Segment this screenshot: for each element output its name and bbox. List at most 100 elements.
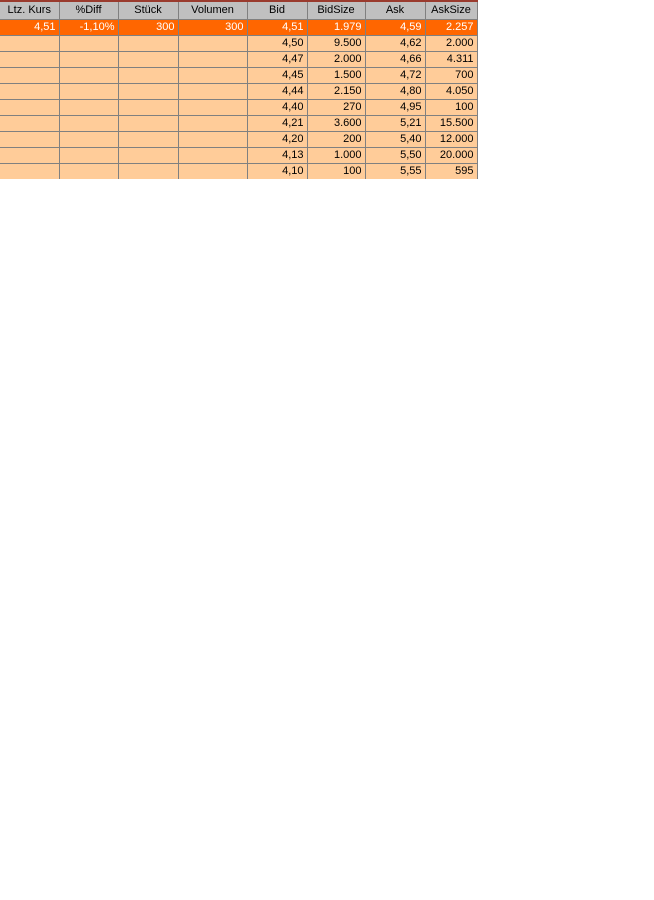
- cell-volumen: [177, 146, 248, 164]
- cell-pct-diff: [58, 98, 119, 116]
- cell-volumen: [177, 98, 248, 116]
- column-header-ltz-kurs: Ltz. Kurs: [0, 1, 60, 20]
- cell-stueck: [117, 66, 179, 84]
- cell-pct-diff: [58, 34, 119, 52]
- cell-bid: 4,47: [246, 50, 308, 68]
- column-header-volumen: Volumen: [177, 1, 248, 20]
- cell-pct-diff: [58, 130, 119, 148]
- cell-stueck: [117, 130, 179, 148]
- column-header-stueck: Stück: [117, 1, 179, 20]
- cell-pct-diff: [58, 82, 119, 100]
- cell-asksize: 20.000: [424, 146, 478, 164]
- cell-bid: 4,13: [246, 146, 308, 164]
- cell-asksize: 100: [424, 98, 478, 116]
- cell-ltz-kurs: [0, 162, 60, 179]
- cell-ltz-kurs: [0, 50, 60, 68]
- cell-ask: 5,40: [364, 130, 426, 148]
- cell-volumen: [177, 130, 248, 148]
- order-book-body: 4,51 -1,10% 300 300 4,51 1.979 4,59 2.257 4,50 9.…: [0, 18, 478, 179]
- cell-stueck: [117, 162, 179, 179]
- cell-asksize: 15.500: [424, 114, 478, 132]
- cell-bid: 4,51: [246, 18, 308, 36]
- cell-ask: 4,72: [364, 66, 426, 84]
- cell-asksize: 12.000: [424, 130, 478, 148]
- depth-row[interactable]: 4,47 2.000 4,66 4.311: [0, 50, 478, 68]
- cell-bidsize: 1.000: [306, 146, 366, 164]
- cell-stueck: [117, 98, 179, 116]
- cell-asksize: 2.000: [424, 34, 478, 52]
- cell-bidsize: 2.150: [306, 82, 366, 100]
- cell-volumen: [177, 50, 248, 68]
- cell-ask: 4,66: [364, 50, 426, 68]
- cell-stueck: [117, 114, 179, 132]
- cell-pct-diff: [58, 50, 119, 68]
- depth-row[interactable]: 4,10 100 5,55 595: [0, 162, 478, 179]
- last-trade-row[interactable]: 4,51 -1,10% 300 300 4,51 1.979 4,59 2.257: [0, 18, 478, 36]
- depth-row[interactable]: 4,13 1.000 5,50 20.000: [0, 146, 478, 164]
- depth-row[interactable]: 4,50 9.500 4,62 2.000: [0, 34, 478, 52]
- cell-bid: 4,21: [246, 114, 308, 132]
- column-header-ask: Ask: [364, 1, 426, 20]
- cell-stueck: [117, 34, 179, 52]
- cell-bidsize: 9.500: [306, 34, 366, 52]
- cell-stueck: [117, 50, 179, 68]
- cell-ltz-kurs: [0, 98, 60, 116]
- cell-pct-diff: [58, 146, 119, 164]
- cell-asksize: 700: [424, 66, 478, 84]
- cell-bid: 4,40: [246, 98, 308, 116]
- cell-volumen: [177, 66, 248, 84]
- cell-bid: 4,20: [246, 130, 308, 148]
- cell-asksize: 2.257: [424, 18, 478, 36]
- cell-ask: 5,55: [364, 162, 426, 179]
- cell-bidsize: 3.600: [306, 114, 366, 132]
- cell-bidsize: 1.979: [306, 18, 366, 36]
- cell-volumen: [177, 34, 248, 52]
- cell-volumen: [177, 114, 248, 132]
- cell-ltz-kurs: [0, 146, 60, 164]
- cell-ask: 4,95: [364, 98, 426, 116]
- cell-asksize: 4.050: [424, 82, 478, 100]
- cell-asksize: 595: [424, 162, 478, 179]
- cell-asksize: 4.311: [424, 50, 478, 68]
- cell-bidsize: 2.000: [306, 50, 366, 68]
- cell-ask: 4,80: [364, 82, 426, 100]
- cell-ltz-kurs: 4,51: [0, 18, 60, 36]
- order-book-table: Ltz. Kurs %Diff Stück Volumen Bid BidSiz…: [0, 0, 478, 179]
- cell-pct-diff: -1,10%: [58, 18, 119, 36]
- cell-ask: 4,59: [364, 18, 426, 36]
- cell-ltz-kurs: [0, 82, 60, 100]
- cell-bid: 4,50: [246, 34, 308, 52]
- cell-ask: 5,50: [364, 146, 426, 164]
- cell-volumen: [177, 162, 248, 179]
- column-header-pct-diff: %Diff: [58, 1, 119, 20]
- cell-bidsize: 100: [306, 162, 366, 179]
- cell-volumen: [177, 82, 248, 100]
- cell-bid: 4,10: [246, 162, 308, 179]
- depth-row[interactable]: 4,44 2.150 4,80 4.050: [0, 82, 478, 100]
- cell-pct-diff: [58, 162, 119, 179]
- cell-stueck: 300: [117, 18, 179, 36]
- cell-bidsize: 1.500: [306, 66, 366, 84]
- cell-pct-diff: [58, 66, 119, 84]
- cell-stueck: [117, 146, 179, 164]
- column-header-bidsize: BidSize: [306, 1, 366, 20]
- cell-bid: 4,44: [246, 82, 308, 100]
- cell-bidsize: 200: [306, 130, 366, 148]
- cell-ask: 5,21: [364, 114, 426, 132]
- cell-bid: 4,45: [246, 66, 308, 84]
- cell-ltz-kurs: [0, 130, 60, 148]
- cell-volumen: 300: [177, 18, 248, 36]
- order-book-header-row: Ltz. Kurs %Diff Stück Volumen Bid BidSiz…: [0, 1, 478, 20]
- depth-row[interactable]: 4,45 1.500 4,72 700: [0, 66, 478, 84]
- depth-row[interactable]: 4,21 3.600 5,21 15.500: [0, 114, 478, 132]
- cell-pct-diff: [58, 114, 119, 132]
- depth-row[interactable]: 4,40 270 4,95 100: [0, 98, 478, 116]
- column-header-bid: Bid: [246, 1, 308, 20]
- cell-ltz-kurs: [0, 34, 60, 52]
- cell-bidsize: 270: [306, 98, 366, 116]
- cell-ask: 4,62: [364, 34, 426, 52]
- cell-stueck: [117, 82, 179, 100]
- cell-ltz-kurs: [0, 114, 60, 132]
- depth-row[interactable]: 4,20 200 5,40 12.000: [0, 130, 478, 148]
